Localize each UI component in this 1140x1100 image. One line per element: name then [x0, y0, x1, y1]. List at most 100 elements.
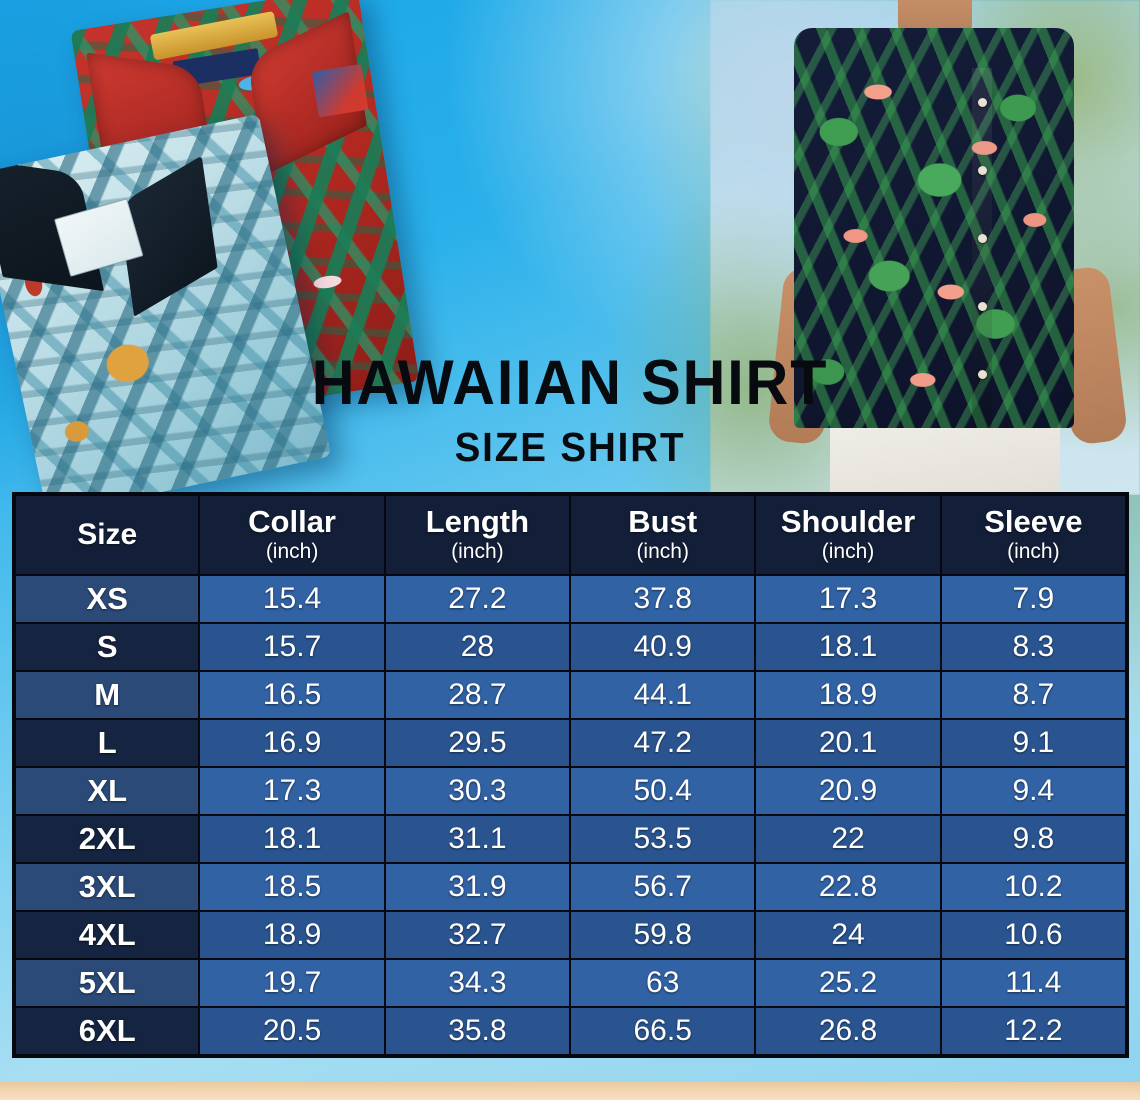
poster-title-block: HAWAIIAN SHIRT SIZE SHIRT — [0, 352, 1140, 468]
cell-size: 2XL — [16, 816, 199, 862]
cell-bust: 53.5 — [571, 816, 755, 862]
table-body: XS 15.4 27.2 37.8 17.3 7.9 S 15.7 28 40.9 18.1 8.3 M… — [16, 576, 1125, 1054]
table-row: XS 15.4 27.2 37.8 17.3 7.9 — [16, 576, 1125, 622]
cell-shoulder: 22 — [756, 816, 940, 862]
cell-shoulder: 22.8 — [756, 864, 940, 910]
cell-shoulder: 20.1 — [756, 720, 940, 766]
sand-strip-background — [0, 1082, 1140, 1100]
cell-bust: 63 — [571, 960, 755, 1006]
cell-length: 27.2 — [385, 576, 570, 622]
cell-size: 5XL — [16, 960, 199, 1006]
shirt-button — [978, 302, 987, 311]
shirt-button — [978, 234, 987, 243]
cell-collar: 20.5 — [200, 1008, 384, 1054]
red-shirt-neck-band — [149, 10, 279, 61]
cell-bust: 47.2 — [571, 720, 755, 766]
cell-sleeve: 9.4 — [941, 768, 1125, 814]
table-header: Size Collar (inch) Length (inch) Bust (i… — [16, 496, 1125, 574]
table-row: M 16.5 28.7 44.1 18.9 8.7 — [16, 672, 1125, 718]
table-row: 5XL 19.7 34.3 63 25.2 11.4 — [16, 960, 1125, 1006]
cell-size: XL — [16, 768, 199, 814]
cell-sleeve: 9.8 — [941, 816, 1125, 862]
model-photo — [710, 0, 1140, 495]
cell-size: XS — [16, 576, 199, 622]
cell-length: 32.7 — [385, 912, 570, 958]
cell-bust: 56.7 — [571, 864, 755, 910]
cell-size: 4XL — [16, 912, 199, 958]
cell-collar: 16.5 — [200, 672, 384, 718]
column-header-bust: Bust (inch) — [571, 496, 755, 574]
table-row: S 15.7 28 40.9 18.1 8.3 — [16, 624, 1125, 670]
model-flamingo-shirt — [794, 28, 1074, 428]
cell-bust: 40.9 — [571, 624, 755, 670]
cell-size: 3XL — [16, 864, 199, 910]
page-subtitle: SIZE SHIRT — [454, 424, 686, 470]
red-shirt-sleeve-tag — [311, 64, 369, 118]
column-header-collar-unit: (inch) — [265, 539, 319, 563]
cell-shoulder: 24 — [756, 912, 940, 958]
cell-bust: 66.5 — [571, 1008, 755, 1054]
cell-length: 31.9 — [385, 864, 570, 910]
cell-shoulder: 20.9 — [756, 768, 940, 814]
table-row: 2XL 18.1 31.1 53.5 22 9.8 — [16, 816, 1125, 862]
cell-length: 28.7 — [385, 672, 570, 718]
cell-length: 29.5 — [385, 720, 570, 766]
column-header-length-unit: (inch) — [451, 539, 504, 563]
cell-length: 30.3 — [385, 768, 570, 814]
column-header-sleeve-label: Sleeve — [984, 504, 1083, 540]
cell-collar: 17.3 — [200, 768, 384, 814]
cell-collar: 18.9 — [200, 912, 384, 958]
cell-size: S — [16, 624, 199, 670]
cell-bust: 44.1 — [571, 672, 755, 718]
page-title: HAWAIIAN SHIRT — [311, 348, 829, 418]
cell-collar: 16.9 — [200, 720, 384, 766]
column-header-shoulder: Shoulder (inch) — [756, 496, 940, 574]
cell-collar: 15.4 — [200, 576, 384, 622]
cell-length: 31.1 — [385, 816, 570, 862]
cell-bust: 59.8 — [571, 912, 755, 958]
column-header-collar-label: Collar — [248, 504, 336, 540]
cell-length: 34.3 — [385, 960, 570, 1006]
table-row: L 16.9 29.5 47.2 20.1 9.1 — [16, 720, 1125, 766]
cell-shoulder: 18.9 — [756, 672, 940, 718]
cell-shoulder: 25.2 — [756, 960, 940, 1006]
cell-size: 6XL — [16, 1008, 199, 1054]
cell-sleeve: 7.9 — [941, 576, 1125, 622]
cell-length: 28 — [385, 624, 570, 670]
header-row: Size Collar (inch) Length (inch) Bust (i… — [16, 496, 1125, 574]
cell-shoulder: 18.1 — [756, 624, 940, 670]
cell-bust: 37.8 — [571, 576, 755, 622]
cell-sleeve: 8.3 — [941, 624, 1125, 670]
cell-collar: 19.7 — [200, 960, 384, 1006]
cell-size: M — [16, 672, 199, 718]
cell-shoulder: 26.8 — [756, 1008, 940, 1054]
cell-bust: 50.4 — [571, 768, 755, 814]
shirt-button — [978, 166, 987, 175]
column-header-length: Length (inch) — [385, 496, 570, 574]
table-row: 6XL 20.5 35.8 66.5 26.8 12.2 — [16, 1008, 1125, 1054]
column-header-size: Size — [16, 496, 199, 574]
cell-sleeve: 11.4 — [941, 960, 1125, 1006]
column-header-bust-unit: (inch) — [636, 539, 689, 563]
column-header-shoulder-unit: (inch) — [821, 539, 875, 563]
cell-collar: 18.5 — [200, 864, 384, 910]
column-header-bust-label: Bust — [628, 504, 698, 540]
column-header-sleeve: Sleeve (inch) — [941, 496, 1125, 574]
table-row: 4XL 18.9 32.7 59.8 24 10.6 — [16, 912, 1125, 958]
column-header-sleeve-unit: (inch) — [1007, 539, 1060, 563]
cell-collar: 18.1 — [200, 816, 384, 862]
shirt-button — [978, 98, 987, 107]
size-chart-container: Size Collar (inch) Length (inch) Bust (i… — [12, 492, 1129, 1058]
shirt-button — [978, 370, 987, 379]
cell-size: L — [16, 720, 199, 766]
cell-sleeve: 10.6 — [941, 912, 1125, 958]
column-header-size-label: Size — [77, 518, 138, 552]
column-header-collar: Collar (inch) — [200, 496, 384, 574]
column-header-length-label: Length — [425, 504, 530, 540]
cell-collar: 15.7 — [200, 624, 384, 670]
size-chart-table: Size Collar (inch) Length (inch) Bust (i… — [14, 494, 1127, 1056]
column-header-shoulder-label: Shoulder — [780, 504, 916, 540]
cell-shoulder: 17.3 — [756, 576, 940, 622]
table-row: XL 17.3 30.3 50.4 20.9 9.4 — [16, 768, 1125, 814]
